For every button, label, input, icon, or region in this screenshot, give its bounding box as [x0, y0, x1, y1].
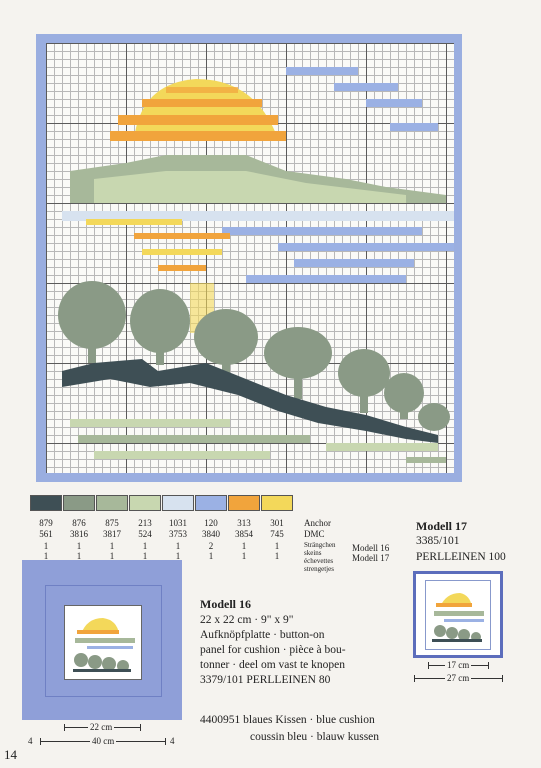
modell16-cushion-line: coussin bleu · blauw kussen	[250, 731, 380, 743]
m16-skeins: 1	[241, 541, 247, 551]
m16-skeins: 1	[175, 541, 181, 551]
page-number: 14	[4, 747, 17, 762]
m17-skeins: 1	[208, 551, 214, 561]
m17-label: Modell 17	[352, 553, 390, 563]
dmc-code: 3753	[169, 529, 187, 539]
modell16-cushion-panel	[45, 585, 162, 697]
modell16-line: tonner · deel om vast te knopen	[200, 659, 345, 671]
dim-tick	[40, 738, 41, 745]
modell17-patch	[425, 580, 491, 650]
modell17-code: 3385/101	[416, 535, 460, 547]
m16-label: Modell 16	[352, 543, 390, 553]
swatch-1031	[162, 495, 194, 511]
swatch-879	[30, 495, 62, 511]
m16-skeins: 1	[43, 541, 49, 551]
modell16-line: 3379/101 PERLLEINEN 80	[200, 674, 331, 686]
anchor-code: 120	[204, 518, 218, 528]
grass	[70, 419, 446, 463]
m17-skeins: 1	[43, 551, 49, 561]
swatch-120	[195, 495, 227, 511]
trees	[58, 281, 450, 431]
dmc-code: 524	[138, 529, 152, 539]
m17-skeins: 1	[274, 551, 280, 561]
modell16-line: Aufknöpfplatte · button-on	[200, 629, 325, 641]
dim-tick	[428, 662, 429, 669]
sun	[110, 79, 286, 141]
skeins-fr: échevettes	[304, 557, 334, 565]
mini-motif	[432, 593, 484, 642]
modell16-dim-inner: 22 cm	[88, 722, 115, 732]
dmc-code: 3817	[103, 529, 121, 539]
modell17-dim-outer: 27 cm	[445, 673, 472, 683]
clouds	[286, 67, 438, 131]
dim-tick	[140, 724, 141, 731]
modell16-size: 22 x 22 cm · 9" x 9"	[200, 614, 294, 626]
swatch-301	[261, 495, 293, 511]
m16-skeins: 1	[109, 541, 115, 551]
anchor-code: 876	[72, 518, 86, 528]
mini-motif	[73, 618, 135, 672]
anchor-code: 301	[270, 518, 284, 528]
anchor-code: 875	[105, 518, 119, 528]
hills	[70, 155, 446, 203]
m16-skeins: 1	[76, 541, 82, 551]
dmc-code: 3816	[70, 529, 88, 539]
modell16-line: panel for cushion · pièce à bou-	[200, 644, 346, 656]
dim-tick	[165, 738, 166, 745]
modell16-patch	[64, 605, 142, 680]
dim-tick	[414, 675, 415, 682]
anchor-code: 1031	[169, 518, 187, 528]
dmc-code: 3854	[235, 529, 253, 539]
modell17-dim-inner: 17 cm	[445, 660, 472, 670]
water	[62, 211, 454, 333]
modell16-dim-margin-left: 4	[28, 736, 33, 746]
anchor-label: Anchor	[304, 518, 331, 528]
anchor-code: 213	[138, 518, 152, 528]
modell17-title: Modell 17	[416, 519, 467, 533]
shoreline	[62, 359, 438, 443]
swatch-213	[129, 495, 161, 511]
swatch-875	[96, 495, 128, 511]
m16-skeins: 1	[142, 541, 148, 551]
swatch-876	[63, 495, 95, 511]
dim-tick	[488, 662, 489, 669]
dmc-code: 3840	[202, 529, 220, 539]
m17-skeins: 1	[109, 551, 115, 561]
cross-stitch-chart	[46, 43, 454, 473]
skeins-en: skeins	[304, 549, 322, 557]
modell16-dim-margin-right: 4	[170, 736, 175, 746]
anchor-code: 879	[39, 518, 53, 528]
modell16-cushion-line: 4400951 blaues Kissen · blue cushion	[200, 714, 375, 726]
m17-skeins: 1	[175, 551, 181, 561]
modell16-title: Modell 16	[200, 597, 251, 611]
modell16-dim-outer: 40 cm	[90, 736, 117, 746]
skeins-label: Strängchen skeins échevettes strengetjes	[304, 541, 336, 573]
dim-tick	[64, 724, 65, 731]
m17-skeins: 1	[241, 551, 247, 561]
anchor-code: 313	[237, 518, 251, 528]
landscape-motif	[58, 67, 454, 463]
dmc-label: DMC	[304, 529, 325, 539]
dmc-code: 561	[39, 529, 53, 539]
m17-skeins: 1	[76, 551, 82, 561]
m16-skeins: 1	[274, 541, 280, 551]
skeins-de: Strängchen	[304, 541, 336, 549]
dim-tick	[502, 675, 503, 682]
m16-skeins: 2	[208, 541, 214, 551]
m17-skeins: 1	[142, 551, 148, 561]
dmc-code: 745	[270, 529, 284, 539]
skeins-nl: strengetjes	[304, 565, 334, 573]
swatch-313	[228, 495, 260, 511]
modell17-fabric: PERLLEINEN 100	[416, 551, 506, 563]
